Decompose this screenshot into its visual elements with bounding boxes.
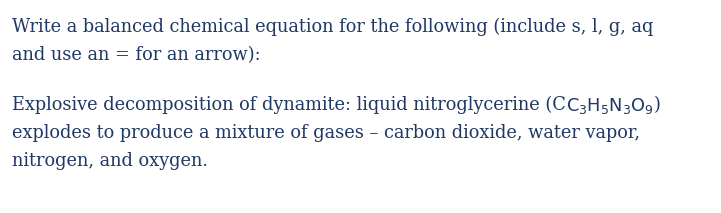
Text: $\mathdefault{C_3H_5N_3O_9}$: $\mathdefault{C_3H_5N_3O_9}$ (566, 96, 654, 116)
Text: Write a balanced chemical equation for the following (include s, l, g, aq: Write a balanced chemical equation for t… (12, 18, 653, 36)
Text: Explosive decomposition of dynamite: liquid nitroglycerine (C: Explosive decomposition of dynamite: liq… (12, 96, 566, 114)
Text: ): ) (654, 96, 660, 114)
Text: nitrogen, and oxygen.: nitrogen, and oxygen. (12, 152, 208, 170)
Text: explodes to produce a mixture of gases – carbon dioxide, water vapor,: explodes to produce a mixture of gases –… (12, 124, 640, 142)
Text: and use an = for an arrow):: and use an = for an arrow): (12, 46, 260, 64)
